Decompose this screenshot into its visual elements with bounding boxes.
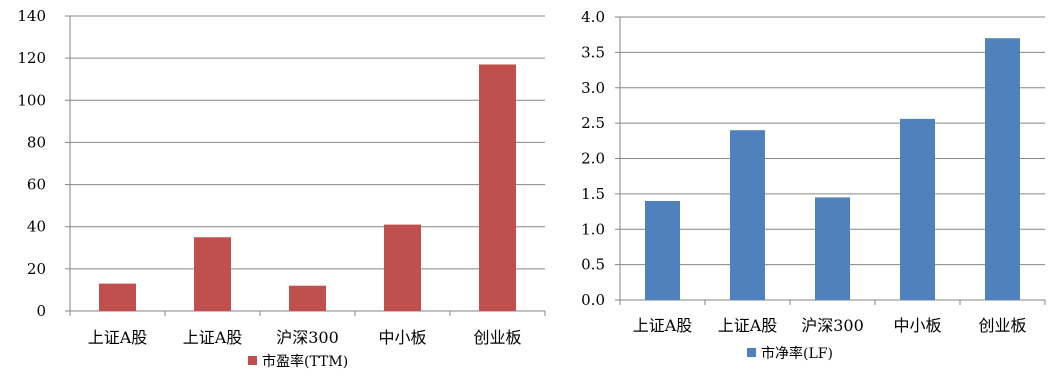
bar-5 xyxy=(479,64,516,311)
bar-3 xyxy=(815,197,850,300)
legend-swatch xyxy=(747,348,756,357)
bar-4 xyxy=(900,118,935,300)
y-tick-label: 60 xyxy=(27,176,46,194)
category-label: 上证A股 xyxy=(183,328,243,347)
y-tick-label: 0.0 xyxy=(581,291,605,309)
category-label: 上证A股 xyxy=(88,328,148,347)
bar-5 xyxy=(985,38,1020,300)
y-tick-label: 3.0 xyxy=(581,79,605,97)
y-tick-label: 1.5 xyxy=(581,185,605,203)
bar-4 xyxy=(384,224,421,311)
category-label: 沪深300 xyxy=(801,316,864,335)
y-tick-label: 3.5 xyxy=(581,43,605,61)
bar-3 xyxy=(289,285,326,311)
y-tick-label: 0.5 xyxy=(581,256,605,274)
legend-swatch xyxy=(248,356,257,365)
bar-2 xyxy=(730,130,765,300)
category-label: 中小板 xyxy=(893,316,941,335)
category-label: 沪深300 xyxy=(276,328,339,347)
pb-ratio-chart: 0.0 0.5 1.0 1.5 2.0 2.5 3.0 3.5 4.0 上证A股 上证A股 沪深300… xyxy=(581,8,1046,362)
y-tick-label: 140 xyxy=(17,7,46,25)
y-tick-label: 100 xyxy=(17,91,46,109)
pe-ratio-chart: 0 20 40 60 80 100 120 140 上证A股 上证A股 沪深300 中小板 创业板市盈率… xyxy=(17,7,546,370)
category-label: 上证A股 xyxy=(718,316,778,335)
y-tick-label: 80 xyxy=(27,133,46,151)
legend-label: 市盈率(TTM) xyxy=(262,353,348,370)
bar-1 xyxy=(99,283,136,311)
category-label: 中小板 xyxy=(378,328,426,347)
bar-1 xyxy=(645,200,680,300)
y-tick-label: 1.0 xyxy=(581,220,605,238)
y-tick-label: 0 xyxy=(36,302,46,320)
y-tick-label: 4.0 xyxy=(581,8,605,26)
y-tick-label: 2.0 xyxy=(581,150,605,168)
category-label: 创业板 xyxy=(473,328,521,347)
y-tick-label: 2.5 xyxy=(581,114,605,132)
legend-label: 市净率(LF) xyxy=(761,345,833,362)
category-label: 创业板 xyxy=(978,316,1026,335)
category-label: 上证A股 xyxy=(633,316,693,335)
y-tick-label: 20 xyxy=(27,260,46,278)
y-tick-label: 40 xyxy=(27,218,46,236)
bar-2 xyxy=(194,237,231,311)
y-tick-label: 120 xyxy=(17,49,46,67)
